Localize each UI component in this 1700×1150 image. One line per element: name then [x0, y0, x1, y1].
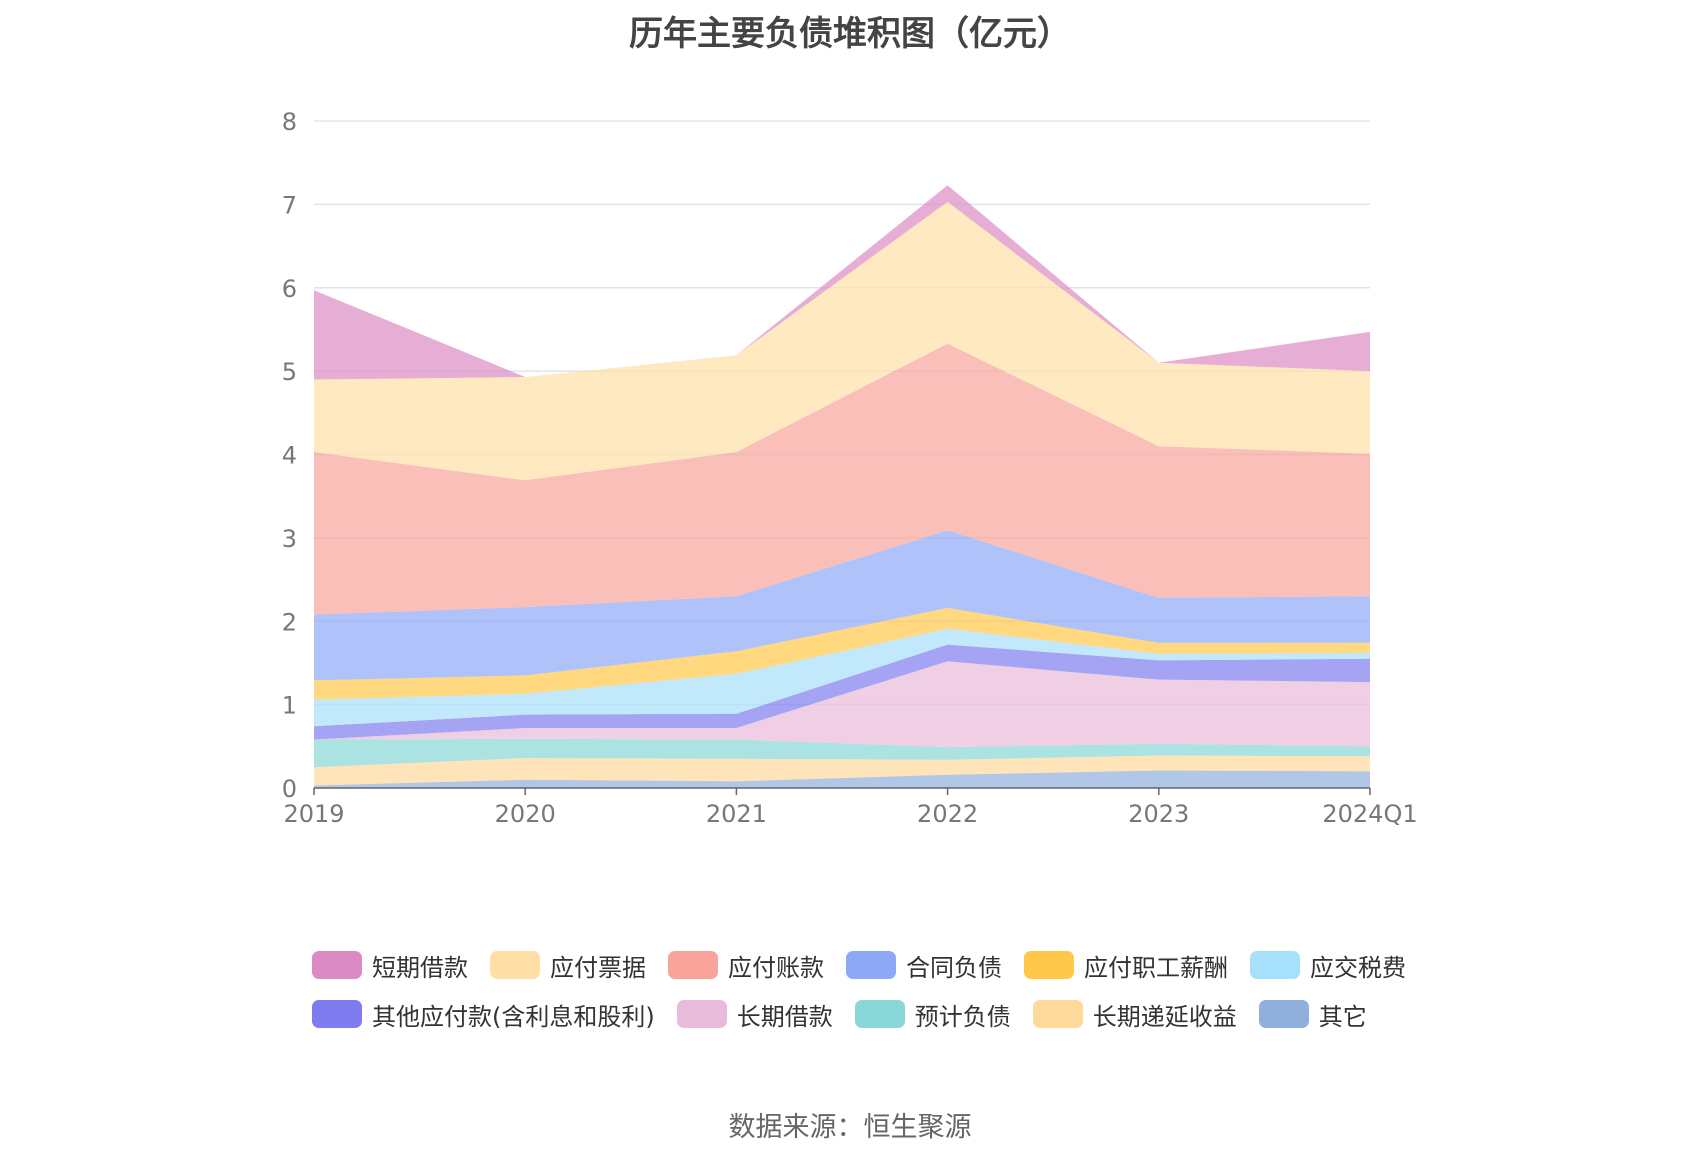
x-tick-label: 2022: [917, 800, 978, 828]
legend-label: 应付账款: [728, 953, 824, 982]
legend-item[interactable]: 短期借款: [312, 950, 468, 982]
y-tick-label: 3: [282, 525, 297, 553]
legend-item[interactable]: 其他应付款(含利息和股利): [312, 999, 655, 1031]
legend-swatch: [312, 1000, 362, 1028]
legend-item[interactable]: 应付票据: [490, 950, 646, 982]
y-tick-label: 7: [282, 191, 297, 219]
y-tick-label: 1: [282, 692, 297, 720]
axes: 0 1 2 3 4 5 6 7 8 2019 2020 2021 2022 2023 2024Q1: [282, 108, 1418, 828]
legend-swatch: [668, 951, 718, 979]
stacked-area-chart: 0 1 2 3 4 5 6 7 8 2019 2020 2021 2022 2023 2024Q1: [282, 108, 1418, 828]
legend-label: 合同负债: [906, 953, 1002, 982]
legend-swatch: [1024, 951, 1074, 979]
legend-label: 短期借款: [372, 953, 468, 982]
legend-swatch: [854, 1000, 905, 1028]
legend-item[interactable]: 合同负债: [846, 950, 1002, 982]
y-tick-label: 8: [282, 108, 297, 136]
x-tick-label: 2020: [495, 800, 556, 828]
legend-label: 应付票据: [550, 953, 646, 982]
legend-item[interactable]: 长期递延收益: [1032, 999, 1237, 1031]
area-series-band: [314, 661, 1370, 748]
area-series-band: [314, 738, 1370, 768]
x-tick-label: 2023: [1128, 800, 1189, 828]
legend-label: 预计负债: [914, 1002, 1011, 1031]
y-tick-label: 0: [282, 775, 297, 803]
legend-swatch: [1250, 951, 1300, 979]
legend-item[interactable]: 应交税费: [1250, 950, 1406, 982]
legend-label: 其他应付款(含利息和股利): [372, 1002, 655, 1031]
legend-swatch: [1258, 1000, 1309, 1028]
legend-label: 应付职工薪酬: [1084, 953, 1228, 982]
legend-swatch: [1032, 1000, 1083, 1028]
legend-swatch: [846, 951, 896, 979]
legend-item[interactable]: 预计负债: [854, 999, 1011, 1031]
legend-swatch: [312, 951, 362, 979]
y-tick-label: 6: [282, 275, 297, 303]
y-tick-label: 2: [282, 608, 297, 636]
area-series: [314, 185, 1370, 788]
legend-row-1: 短期借款 应付票据 应付账款 合同负债 应付职工薪酬 应交税费: [312, 950, 1432, 982]
area-series-band: [314, 530, 1370, 681]
legend: 短期借款 应付票据 应付账款 合同负债 应付职工薪酬 应交税费 其他应付款(含利…: [312, 950, 1432, 1048]
area-series-band: [314, 770, 1370, 788]
area-series-band: [314, 343, 1370, 615]
legend-row-2: 其他应付款(含利息和股利) 长期借款 预计负债 长期递延收益 其它: [312, 999, 1432, 1031]
legend-label: 其它: [1318, 1002, 1367, 1031]
legend-label: 长期递延收益: [1092, 1002, 1237, 1031]
area-series-band: [314, 185, 1370, 380]
legend-item[interactable]: 应付账款: [668, 950, 824, 982]
y-tick-label: 5: [282, 358, 297, 386]
area-series-band: [314, 201, 1370, 481]
legend-swatch: [676, 1000, 727, 1028]
legend-item[interactable]: 应付职工薪酬: [1024, 950, 1228, 982]
legend-item[interactable]: 其它: [1258, 999, 1367, 1031]
area-series-band: [314, 644, 1370, 740]
y-tick-label: 4: [282, 442, 297, 470]
legend-label: 长期借款: [736, 1002, 833, 1031]
area-series-band: [314, 607, 1370, 700]
x-tick-label: 2024Q1: [1322, 800, 1417, 828]
x-tick-label: 2019: [283, 800, 344, 828]
data-source: 数据来源：恒生聚源: [728, 1112, 972, 1143]
area-series-band: [314, 628, 1370, 727]
chart-title: 历年主要负债堆积图（亿元）: [629, 14, 1071, 54]
legend-item[interactable]: 长期借款: [676, 999, 833, 1031]
area-series-band: [314, 755, 1370, 786]
legend-swatch: [490, 951, 540, 979]
legend-label: 应交税费: [1310, 953, 1406, 982]
x-tick-label: 2021: [706, 800, 767, 828]
